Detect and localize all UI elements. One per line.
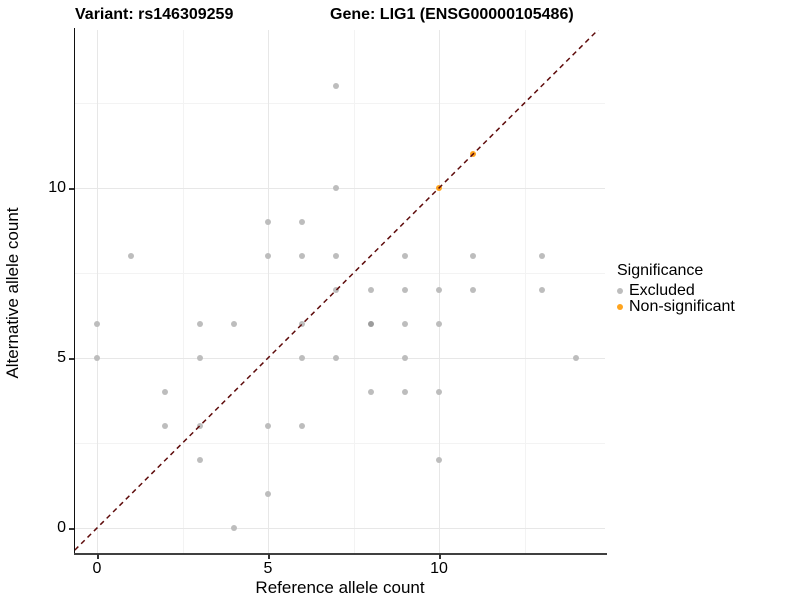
- y-tick-mark: [69, 358, 74, 360]
- data-point-excluded: [299, 321, 306, 327]
- data-point-excluded: [436, 287, 442, 293]
- x-tick-label: 10: [430, 560, 448, 577]
- data-point-excluded: [333, 355, 340, 361]
- data-point-excluded: [299, 355, 306, 361]
- y-tick-mark: [69, 188, 74, 190]
- data-point-excluded: [230, 321, 237, 327]
- data-point-excluded: [367, 321, 374, 327]
- data-point-excluded: [94, 321, 100, 327]
- x-tick-mark: [268, 554, 270, 559]
- data-point-excluded: [401, 389, 408, 395]
- data-point-excluded: [299, 423, 306, 429]
- legend: Significance Excluded Non-significant: [617, 262, 735, 315]
- gridline: [75, 443, 605, 444]
- data-point-excluded: [299, 219, 306, 225]
- legend-title: Significance: [617, 262, 704, 279]
- x-tick-label: 5: [263, 560, 273, 577]
- data-point-excluded: [94, 355, 100, 361]
- legend-item-label: Non-significant: [629, 298, 735, 315]
- data-point-excluded: [128, 253, 135, 259]
- data-point-excluded: [367, 287, 374, 293]
- data-point-excluded: [162, 389, 169, 395]
- legend-item-excluded: Excluded: [617, 283, 735, 299]
- data-point-excluded: [230, 525, 237, 531]
- x-tick-label: 0: [92, 560, 102, 577]
- x-tick-mark: [97, 554, 99, 559]
- data-point-excluded: [196, 321, 203, 327]
- data-point-excluded: [265, 219, 271, 225]
- data-point-excluded: [265, 491, 271, 497]
- data-point-excluded: [538, 253, 545, 259]
- gridline: [353, 30, 355, 553]
- excluded-swatch-icon: [617, 288, 623, 294]
- data-point-excluded: [572, 355, 579, 361]
- gridline: [75, 528, 605, 529]
- data-point-excluded: [470, 287, 477, 293]
- data-point-excluded: [265, 253, 271, 259]
- data-point-excluded: [538, 287, 545, 293]
- data-point-excluded: [470, 253, 477, 259]
- identity-line: [75, 30, 599, 551]
- data-point-excluded: [401, 287, 408, 293]
- non-significant-swatch-icon: [617, 304, 623, 310]
- y-tick-label: 10: [48, 179, 66, 196]
- data-point-excluded: [401, 321, 408, 327]
- plot-title-gene: Gene: LIG1 (ENSG00000105486): [330, 6, 574, 23]
- data-point-excluded: [299, 253, 306, 259]
- data-point-non-significant: [436, 185, 442, 191]
- data-point-excluded: [265, 423, 271, 429]
- gridline: [524, 30, 526, 553]
- data-point-excluded: [162, 423, 169, 429]
- x-axis-title: Reference allele count: [255, 578, 425, 597]
- data-point-excluded: [333, 83, 340, 89]
- gridline: [97, 30, 98, 553]
- y-tick-label: 5: [57, 349, 66, 366]
- data-point-excluded: [436, 389, 442, 395]
- data-point-excluded: [196, 355, 203, 361]
- x-axis-line: [73, 552, 607, 555]
- x-tick-mark: [439, 554, 441, 559]
- data-point-excluded: [333, 287, 340, 293]
- plot-panel: [75, 30, 605, 553]
- data-point-excluded: [333, 185, 340, 191]
- gridline: [268, 30, 269, 553]
- plot-title-variant: Variant: rs146309259: [75, 6, 234, 23]
- y-tick-mark: [69, 528, 74, 530]
- legend-item-non-significant: Non-significant: [617, 299, 735, 315]
- y-tick-label: 0: [57, 519, 66, 536]
- gridline: [75, 188, 605, 189]
- data-point-excluded: [401, 355, 408, 361]
- data-point-excluded: [436, 321, 442, 327]
- gridline: [75, 273, 605, 274]
- data-point-excluded: [196, 423, 203, 429]
- legend-item-label: Excluded: [629, 282, 695, 299]
- gridline: [75, 358, 605, 359]
- data-point-excluded: [196, 457, 203, 463]
- y-axis-line: [73, 28, 75, 554]
- y-axis-title: Alternative allele count: [3, 207, 22, 379]
- data-point-excluded: [436, 457, 442, 463]
- data-point-excluded: [333, 253, 340, 259]
- gridline: [182, 30, 184, 553]
- data-point-non-significant: [470, 151, 477, 157]
- data-point-excluded: [367, 389, 374, 395]
- data-point-excluded: [401, 253, 408, 259]
- gridline: [75, 103, 605, 104]
